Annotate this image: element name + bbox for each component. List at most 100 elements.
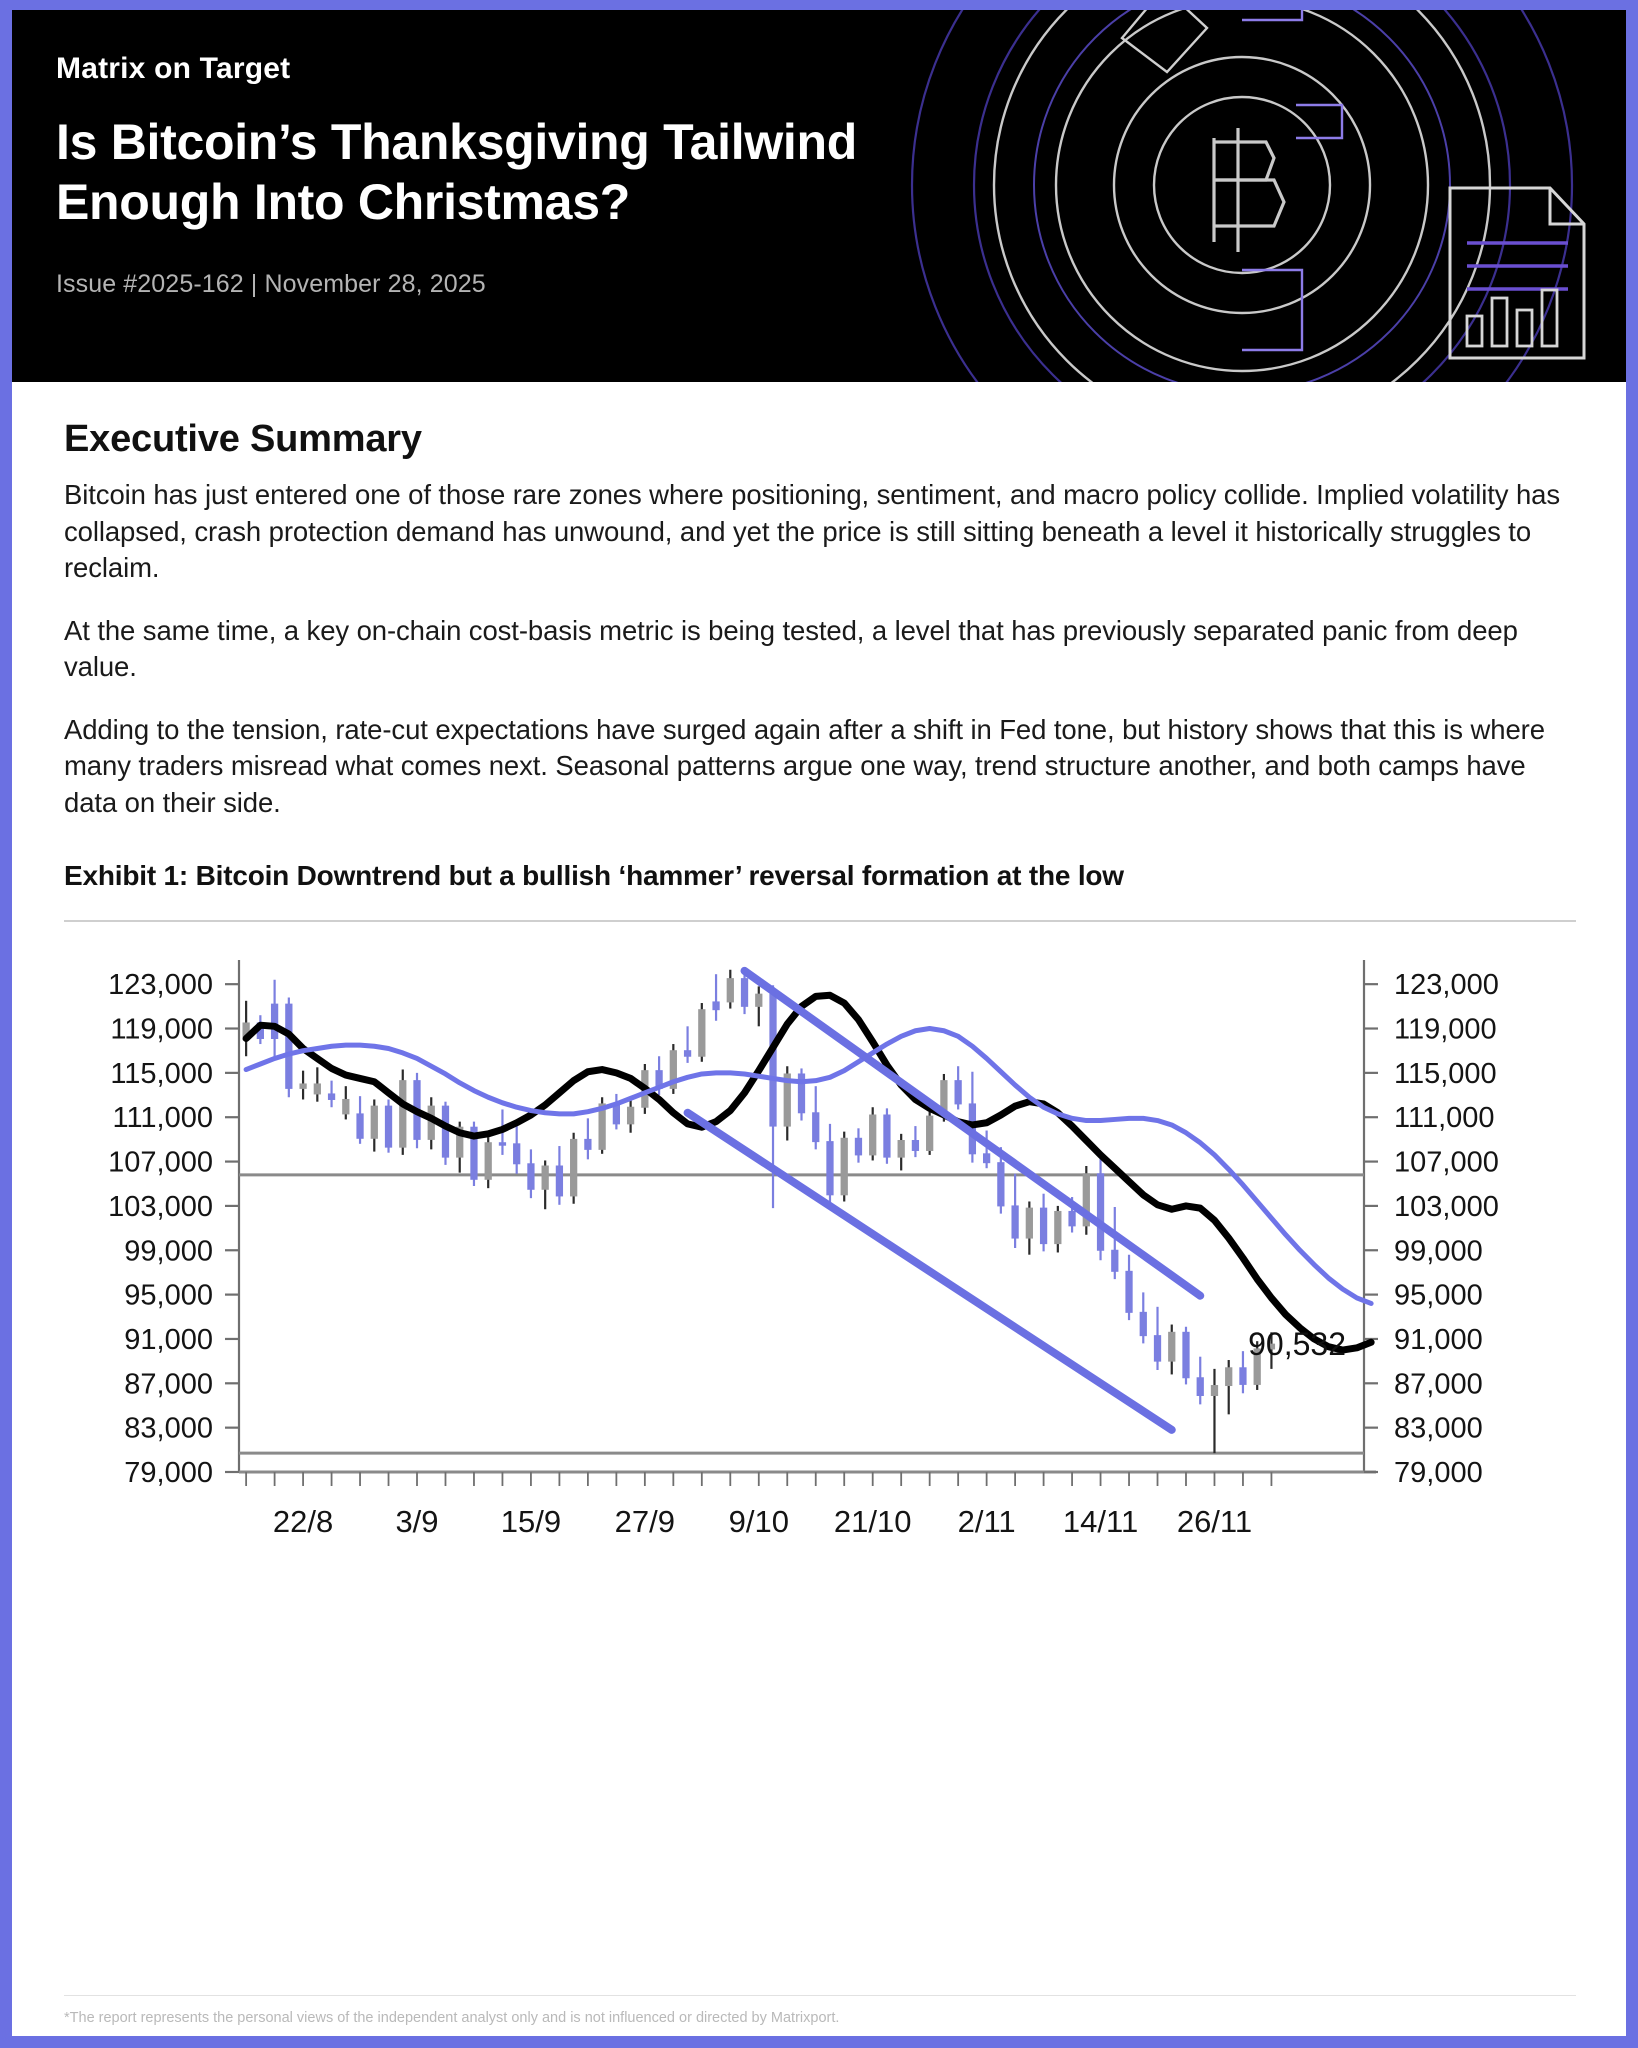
- y-tick-label-left: 123,000: [108, 969, 213, 1001]
- candle-body: [456, 1126, 464, 1158]
- candle-body: [285, 1003, 293, 1089]
- candle-body: [384, 1105, 393, 1148]
- candle-body: [683, 1049, 692, 1057]
- candle-body: [327, 1092, 336, 1100]
- candle-body: [1168, 1331, 1176, 1362]
- y-tick-label-left: 115,000: [110, 1057, 213, 1089]
- candle-body: [997, 1161, 1005, 1206]
- y-tick-label-left: 83,000: [124, 1412, 213, 1444]
- candle-body: [1011, 1204, 1019, 1239]
- y-tick-label-right: 99,000: [1394, 1235, 1483, 1267]
- disclaimer-text: *The report represents the personal view…: [64, 2010, 840, 2026]
- candle-body: [527, 1162, 535, 1190]
- exhibit-1-title: Exhibit 1: Bitcoin Downtrend but a bulli…: [64, 859, 1124, 891]
- executive-summary-heading: Executive Summary: [64, 418, 422, 460]
- candle-body: [698, 1008, 706, 1057]
- channel-lower: [683, 1108, 1176, 1434]
- candle-body: [869, 1114, 877, 1155]
- candle-body: [541, 1165, 549, 1190]
- footnote-divider: [64, 1995, 1576, 1996]
- y-tick-label-right: 123,000: [1394, 969, 1499, 1001]
- exhibit-1-chart: 123,000 123,000 119,000 119,000 115,000 115,0…: [64, 944, 1576, 1564]
- candle-body: [897, 1139, 905, 1158]
- y-tick-label-right: 95,000: [1394, 1279, 1483, 1311]
- candle-body: [1082, 1172, 1090, 1226]
- candle-body: [1225, 1366, 1233, 1386]
- candle-body: [840, 1137, 848, 1195]
- y-tick-label-right: 79,000: [1394, 1457, 1483, 1489]
- ma-slow-line: [243, 1025, 1374, 1306]
- candle-body: [1267, 1343, 1276, 1349]
- summary-paragraph-2: At the same time, a key on-chain cost-ba…: [64, 614, 1518, 683]
- candle-body: [982, 1152, 991, 1163]
- candle-body: [313, 1082, 321, 1094]
- candle-body: [270, 1003, 279, 1039]
- summary-paragraph-3: Adding to the tension, rate-cut expectat…: [64, 713, 1545, 818]
- candle-body: [1025, 1207, 1033, 1239]
- bitcoin-logo-icon: [1212, 128, 1286, 252]
- candle-body: [954, 1079, 962, 1104]
- candle-body: [370, 1105, 378, 1139]
- brand-kicker: Matrix on Target: [56, 52, 291, 85]
- document-chart-icon: [1448, 186, 1586, 360]
- candle-body: [1239, 1366, 1247, 1385]
- candle-body: [1111, 1249, 1119, 1272]
- x-tick-label: 9/10: [729, 1504, 789, 1539]
- x-tick-label: 2/11: [958, 1504, 1016, 1539]
- candle-body: [783, 1072, 791, 1127]
- exhibit-divider: [64, 919, 1576, 922]
- candle-body: [812, 1111, 820, 1142]
- y-tick-label-left: 95,000: [124, 1279, 213, 1311]
- candle-body: [1054, 1210, 1062, 1244]
- page-title: Is Bitcoin’s Thanksgiving Tailwind Enoug…: [56, 112, 1116, 232]
- candle-body: [342, 1098, 350, 1114]
- y-tick-label-right: 103,000: [1394, 1190, 1499, 1222]
- issue-meta: Issue #2025-162 | November 28, 2025: [56, 270, 486, 298]
- y-tick-label-left: 111,000: [112, 1102, 213, 1134]
- candle-body: [854, 1137, 863, 1155]
- candle-body: [740, 977, 749, 1007]
- candle-body: [1253, 1347, 1261, 1385]
- x-tick-label: 26/11: [1177, 1504, 1252, 1539]
- y-tick-label-right: 87,000: [1394, 1368, 1483, 1400]
- candle-body: [911, 1139, 920, 1151]
- ma-fast-line: [242, 991, 1375, 1354]
- x-tick-label: 14/11: [1063, 1504, 1138, 1539]
- candle-body: [498, 1141, 507, 1146]
- candle-body: [1182, 1331, 1190, 1378]
- report-body: Executive Summary Bitcoin has just enter…: [12, 382, 1626, 2036]
- x-tick-label: 27/9: [615, 1504, 675, 1539]
- report-sheet: Matrix on Target Is Bitcoin’s Thanksgivi…: [12, 10, 1626, 2036]
- candle-body: [356, 1112, 364, 1139]
- candle-body: [1125, 1270, 1133, 1313]
- candle-body: [1039, 1207, 1048, 1244]
- candle-body: [669, 1049, 677, 1089]
- candle-body: [826, 1140, 834, 1195]
- candle-body: [926, 1115, 934, 1151]
- headline-line-1: Is Bitcoin’s Thanksgiving Tailwind: [56, 114, 858, 170]
- last-price-label: 90,532: [1248, 1326, 1346, 1362]
- bitcoin-candlestick-chart: 123,000 123,000 119,000 119,000 115,000 115,0…: [108, 959, 1499, 1539]
- candle-body: [441, 1105, 450, 1158]
- candle-body: [769, 993, 777, 1127]
- candle-body: [555, 1165, 564, 1196]
- y-tick-label-left: 103,000: [108, 1190, 213, 1222]
- summary-paragraph-1: Bitcoin has just entered one of those ra…: [64, 479, 1561, 584]
- report-header: Matrix on Target Is Bitcoin’s Thanksgivi…: [12, 10, 1626, 382]
- candle-body: [1196, 1376, 1204, 1396]
- x-tick-label: 15/9: [501, 1504, 561, 1539]
- y-tick-label-right: 91,000: [1394, 1323, 1483, 1355]
- candle-body: [797, 1072, 806, 1113]
- header-decoration: [910, 10, 1586, 382]
- candle-body: [570, 1138, 578, 1196]
- candle-body: [626, 1106, 635, 1124]
- candle-body: [484, 1141, 492, 1180]
- channel-upper: [740, 966, 1205, 1300]
- candle-body: [712, 1000, 720, 1010]
- y-tick-label-right: 115,000: [1394, 1057, 1497, 1089]
- candle-body: [513, 1142, 521, 1164]
- candle-body: [1139, 1311, 1147, 1336]
- x-tick-label: 3/9: [395, 1504, 438, 1539]
- candle-body: [399, 1079, 407, 1148]
